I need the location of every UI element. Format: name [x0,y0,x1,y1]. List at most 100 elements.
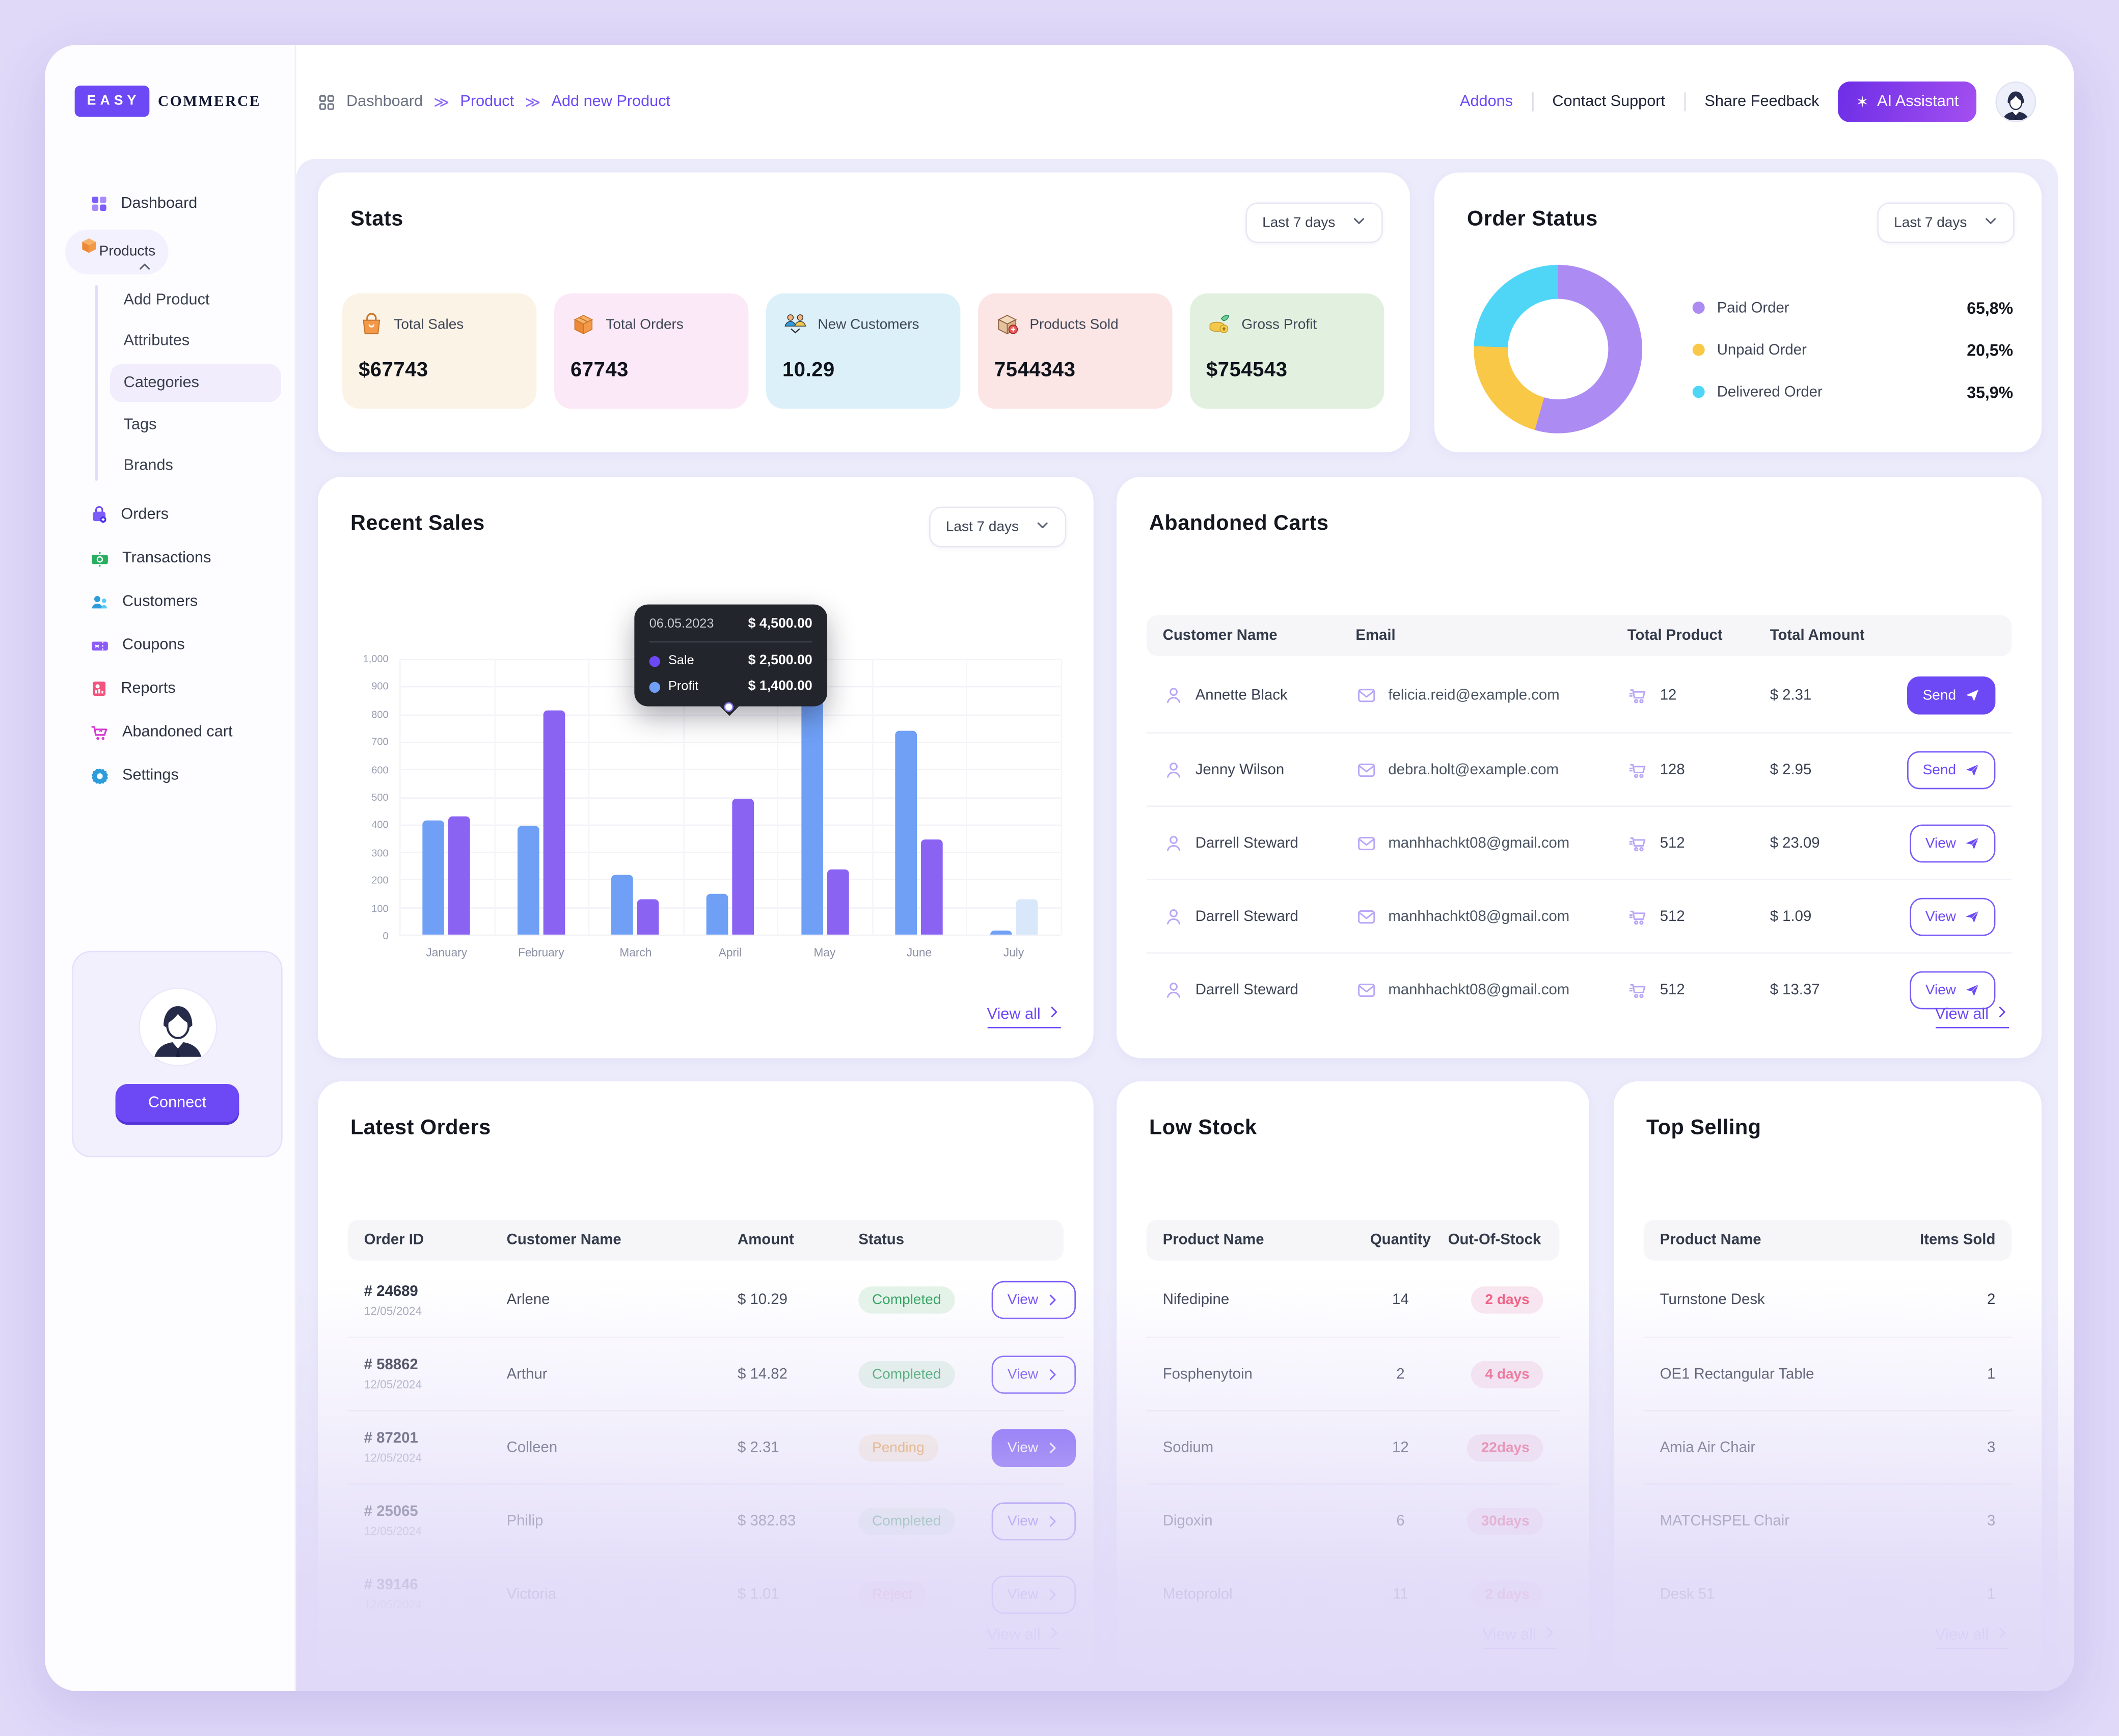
customer-name: Jenny Wilson [1195,761,1285,778]
breadcrumb-dashboard[interactable]: Dashboard [316,92,423,112]
breadcrumb: Dashboard ≫ Product ≫ Add new Product [316,92,670,112]
column-header-total-amount: Total Amount [1770,628,1865,644]
order-id: # 25065 [364,1504,418,1521]
chevron-right-icon [1046,1441,1060,1454]
abandoned-cart-row: Darrell Steward manhhachkt08@gmail.com 512… [1146,879,2012,952]
subnav-line [95,285,98,481]
column-header-items-sold: Items Sold [1920,1232,1996,1249]
sidebar-item-customers[interactable]: Customers [65,581,281,622]
product-name: Fosphenytoin [1162,1366,1253,1382]
gridline: 300 [371,847,1061,859]
sidebar-item-settings[interactable]: Settings [65,755,281,796]
product-name: MATCHSPEL Chair [1660,1512,1790,1529]
logo-word: COMMERCE [157,93,261,110]
sidebar-item-transactions[interactable]: Transactions [65,538,281,579]
breadcrumb-separator-icon: ≫ [433,94,450,111]
view-button[interactable]: View [991,1281,1076,1319]
ai-assistant-button[interactable]: ✶ AI Assistant [1838,82,1977,123]
sidebar-subitem-brands[interactable]: Brands [110,448,281,483]
legend-row-delivered-order: Delivered Order 35,9% [1692,371,2013,413]
stat-label: New Customers [818,316,919,333]
stat-value: 10.29 [782,359,835,382]
sidebar-item-label: Products [99,243,156,260]
sidebar-item-label: Coupons [122,637,185,654]
sidebar-item-orders[interactable]: Orders [65,495,281,535]
amount-value: $ 10.29 [738,1292,787,1309]
sidebar-item-reports[interactable]: Reports [65,668,281,709]
breadcrumb-product[interactable]: Product [460,94,514,111]
sidebar-subitem-tags[interactable]: Tags [110,408,281,443]
user-avatar[interactable] [1995,82,2036,123]
sidebar-item-coupons[interactable]: Coupons [65,625,281,666]
amount-value: $ 14.82 [738,1366,787,1382]
latest-orders-view-all-link[interactable]: View all [987,1626,1061,1649]
divider [1532,92,1534,112]
stat-tile-gross-profit: Gross Profit $754543 [1190,293,1384,409]
total-product-value: 128 [1660,761,1685,778]
chevron-right-icon [1046,1367,1060,1381]
view-button[interactable]: View [991,1428,1076,1467]
email-cell: felicia.reid@example.com [1355,685,1627,707]
out-of-stock-cell: 30days [1448,1507,1543,1535]
top-selling-view-all-link[interactable]: View all [1935,1626,2009,1649]
view-button[interactable]: View [991,1355,1076,1393]
chevron-up-icon [138,259,153,274]
user-icon [1163,832,1185,854]
stats-card: Stats Last 7 days Total Sales $67743 Total… [318,172,1410,453]
stat-tile-total-orders: Total Orders 67743 [554,293,749,409]
send-button[interactable]: Send [1908,750,1996,789]
contact-support-link[interactable]: Contact Support [1552,94,1666,111]
plane-icon [1964,762,1980,778]
legend-label: Delivered Order [1717,384,1823,400]
recent-sales-view-all-link[interactable]: View all [987,1005,1061,1028]
view-button[interactable]: View [1910,897,1996,936]
sidebar-item-label: Orders [121,506,169,523]
status-cell: Completed [858,1507,991,1535]
send-button[interactable]: Send [1908,676,1996,715]
action-label: View [1925,834,1957,851]
customer-name: Arthur [506,1366,548,1382]
order-status-period-dropdown[interactable]: Last 7 days [1878,202,2015,243]
bar-profit-july [990,930,1012,935]
view-all-label: View all [987,1006,1041,1022]
out-of-stock-badge: 2 days [1471,1286,1543,1314]
total-product-cell: 128 [1627,758,1770,780]
view-button[interactable]: View [1910,824,1996,862]
quantity-value: 14 [1392,1292,1409,1309]
bar-profit-february [517,826,539,935]
order-id: # 58862 [364,1357,418,1374]
x-axis-label: April [718,945,742,959]
breadcrumb-add-new-product[interactable]: Add new Product [551,94,671,111]
low-stock-view-all-link[interactable]: View all [1482,1626,1557,1649]
recent-sales-period-dropdown[interactable]: Last 7 days [929,506,1067,548]
view-button[interactable]: View [991,1575,1076,1613]
customer-cell: Darrell Steward [1163,979,1356,1000]
sidebar-item-products[interactable]: Products [65,229,169,275]
sidebar-subitem-add-product[interactable]: Add Product [110,283,281,318]
sidebar-item-abandoned-cart[interactable]: Abandoned cart [65,712,281,752]
legend-value: 20,5% [1967,340,2014,360]
breadcrumb-label: Dashboard [346,94,423,111]
connect-button[interactable]: Connect [115,1084,239,1122]
column-header-quantity: Quantity [1370,1232,1431,1249]
share-feedback-link[interactable]: Share Feedback [1704,94,1819,111]
gridline: 0 [383,930,1061,942]
sidebar-subitem-attributes[interactable]: Attributes [110,323,281,359]
addons-link[interactable]: Addons [1460,94,1513,111]
column-header-status: Status [858,1232,905,1249]
abandoned-cart-row: Annette Black felicia.reid@example.com 12 $… [1147,659,2012,732]
y-axis-tick: 700 [371,736,389,748]
view-button[interactable]: View [991,1502,1076,1540]
low-stock-row: Nifedipine 14 2 days [1147,1263,1560,1337]
email-value: manhhachkt08@gmail.com [1388,981,1570,998]
bar-sale-january [448,816,471,935]
tooltip-sale-label: Sale [668,653,694,669]
status-cell: Completed [858,1360,991,1388]
sidebar-subitem-categories[interactable]: Categories [110,364,282,402]
stats-period-dropdown[interactable]: Last 7 days [1246,202,1383,243]
sidebar-item-dashboard[interactable]: Dashboard [65,183,281,224]
abandoned-carts-view-all-link[interactable]: View all [1935,1005,2009,1028]
total-product-cell: 12 [1627,685,1770,707]
action-cell: View [991,1355,1076,1393]
view-button[interactable]: View [1910,970,1996,1009]
